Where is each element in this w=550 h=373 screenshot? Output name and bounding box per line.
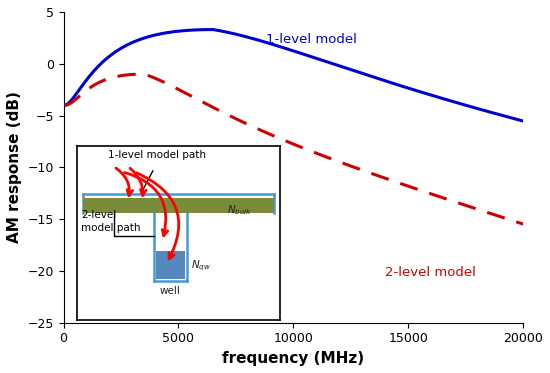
- Text: 1-level model: 1-level model: [266, 33, 356, 46]
- Y-axis label: AM response (dB): AM response (dB): [7, 91, 22, 243]
- Text: 2-level model: 2-level model: [385, 266, 476, 279]
- X-axis label: frequency (MHz): frequency (MHz): [222, 351, 365, 366]
